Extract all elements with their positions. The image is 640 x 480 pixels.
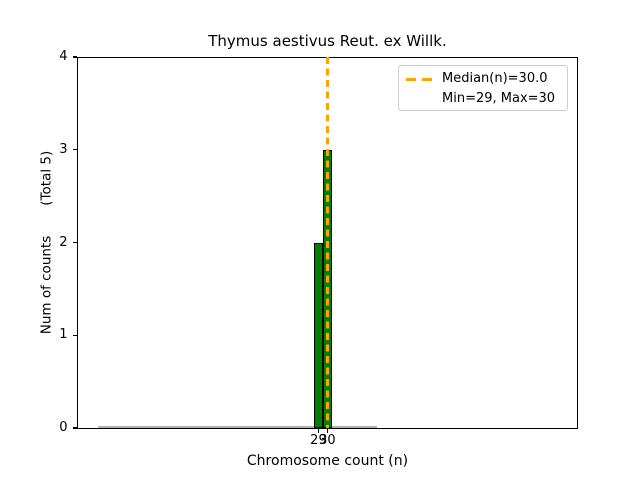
y-tick-mark [73,149,77,151]
y-tick-mark [73,334,77,336]
x-tick-label: 29 [310,433,327,448]
median-line [325,57,329,428]
legend-handle-spacer [406,98,432,101]
median-dashed-line-legend-handle [406,77,432,81]
x-tick-mark [326,428,329,433]
x-tick-label: 30 [319,433,336,448]
y-tick-label: 4 [59,49,68,64]
x-tick-mark [317,428,320,433]
y-tick-label: 1 [59,327,68,343]
y-tick-mark [73,56,77,58]
y-tick-label: 3 [59,141,68,157]
x-axis-label: Chromosome count (n) [246,453,409,469]
y-tick-label: 2 [59,234,68,250]
chart-title: Thymus aestivus Reut. ex Willk. [208,32,447,50]
y-tick-mark [73,427,77,429]
histogram-bar [313,242,323,428]
empty-bins-edge-line [98,426,377,428]
legend-entry-median: Median(n)=30.0 [399,69,567,89]
y-tick-label: 0 [59,420,68,435]
legend-label-median: Median(n)=30.0 [442,71,548,86]
legend-entry-minmax: Min=29, Max=30 [399,89,567,109]
legend-label-minmax: Min=29, Max=30 [442,91,556,106]
legend: Median(n)=30.0 Min=29, Max=30 [398,65,568,111]
y-tick-mark [73,241,77,244]
